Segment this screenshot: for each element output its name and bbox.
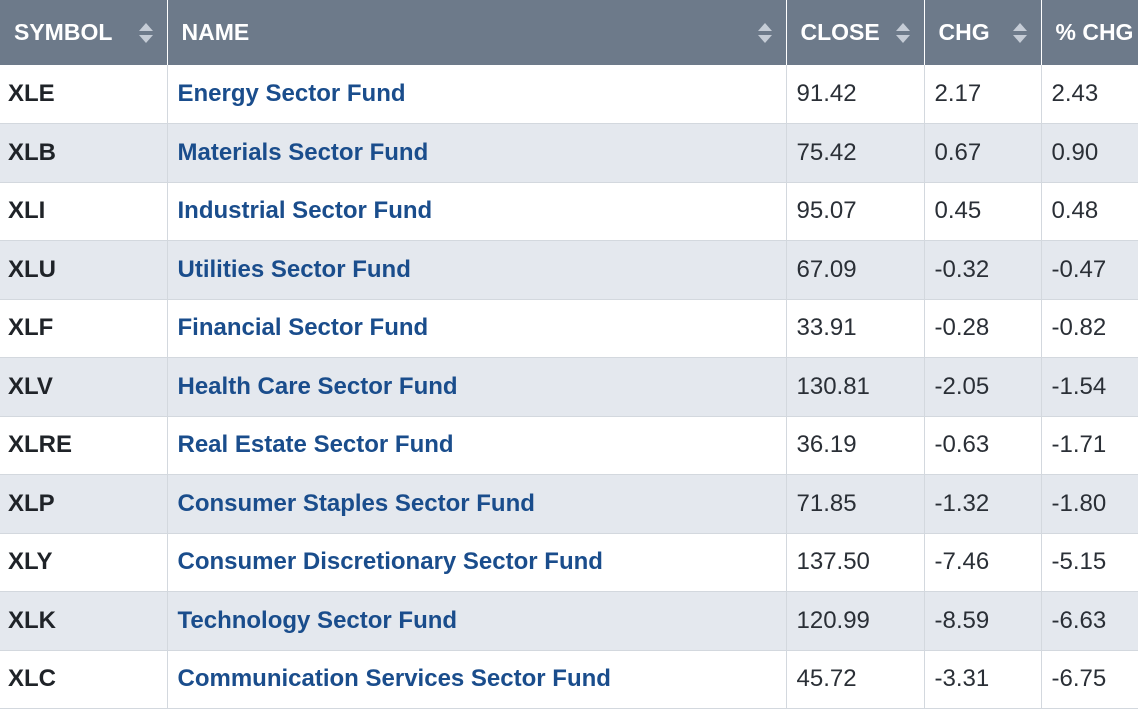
pct-chg-cell: -1.54: [1041, 357, 1138, 417]
table-header-row: SYMBOL NAME CLOSE CHG % CHG: [0, 0, 1138, 65]
chg-cell: 2.17: [924, 65, 1042, 124]
chg-cell: 0.67: [924, 123, 1042, 183]
fund-name-link[interactable]: Materials Sector Fund: [177, 138, 429, 166]
close-cell: 67.09: [786, 240, 925, 300]
symbol-cell: XLRE: [0, 416, 168, 475]
name-cell: Energy Sector Fund: [167, 65, 787, 124]
close-cell: 36.19: [786, 416, 925, 475]
table-row: XLB Materials Sector Fund 75.42 0.67 0.9…: [0, 123, 1138, 183]
sort-arrows-icon[interactable]: [757, 22, 772, 43]
sort-arrows-icon[interactable]: [895, 22, 910, 43]
table-row: XLE Energy Sector Fund 91.42 2.17 2.43: [0, 65, 1138, 124]
name-cell: Technology Sector Fund: [167, 591, 787, 651]
symbol-cell: XLE: [0, 65, 168, 124]
name-cell: Industrial Sector Fund: [167, 182, 787, 241]
name-cell: Communication Services Sector Fund: [167, 650, 787, 709]
fund-name-link[interactable]: Real Estate Sector Fund: [177, 431, 454, 459]
pct-chg-cell: -6.63: [1041, 591, 1138, 651]
fund-name-link[interactable]: Financial Sector Fund: [177, 314, 429, 342]
fund-name-link[interactable]: Energy Sector Fund: [177, 80, 406, 107]
pct-chg-cell: 0.48: [1041, 182, 1138, 241]
fund-name-link[interactable]: Communication Services Sector Fund: [177, 665, 611, 693]
table-body: XLE Energy Sector Fund 91.42 2.17 2.43 X…: [0, 65, 1138, 709]
close-cell: 33.91: [786, 299, 925, 358]
name-cell: Consumer Discretionary Sector Fund: [167, 533, 787, 592]
table-row: XLC Communication Services Sector Fund 4…: [0, 650, 1138, 709]
pct-chg-cell: -1.71: [1041, 416, 1138, 475]
header-chg[interactable]: CHG: [924, 0, 1042, 65]
header-close[interactable]: CLOSE: [786, 0, 925, 65]
pct-chg-cell: -6.75: [1041, 650, 1138, 709]
header-symbol[interactable]: SYMBOL: [0, 0, 168, 65]
symbol-cell: XLC: [0, 650, 168, 709]
close-cell: 91.42: [786, 65, 925, 124]
header-pct-chg[interactable]: % CHG: [1041, 0, 1138, 65]
chg-cell: -1.32: [924, 474, 1042, 534]
name-cell: Financial Sector Fund: [167, 299, 787, 358]
pct-chg-cell: 0.90: [1041, 123, 1138, 183]
pct-chg-cell: -5.15: [1041, 533, 1138, 592]
table-row: XLK Technology Sector Fund 120.99 -8.59 …: [0, 591, 1138, 651]
close-cell: 130.81: [786, 357, 925, 417]
table-row: XLI Industrial Sector Fund 95.07 0.45 0.…: [0, 182, 1138, 241]
pct-chg-cell: -1.80: [1041, 474, 1138, 534]
symbol-cell: XLI: [0, 182, 168, 241]
fund-name-link[interactable]: Health Care Sector Fund: [177, 372, 458, 400]
symbol-cell: XLU: [0, 240, 168, 300]
table-row: XLF Financial Sector Fund 33.91 -0.28 -0…: [0, 299, 1138, 358]
header-label: CLOSE: [800, 19, 880, 45]
chg-cell: -0.32: [924, 240, 1042, 300]
table-row: XLRE Real Estate Sector Fund 36.19 -0.63…: [0, 416, 1138, 475]
close-cell: 75.42: [786, 123, 925, 183]
name-cell: Consumer Staples Sector Fund: [167, 474, 787, 534]
chg-cell: -0.63: [924, 416, 1042, 475]
symbol-cell: XLV: [0, 357, 168, 417]
table-row: XLY Consumer Discretionary Sector Fund 1…: [0, 533, 1138, 592]
name-cell: Real Estate Sector Fund: [167, 416, 787, 475]
close-cell: 45.72: [786, 650, 925, 709]
chg-cell: -8.59: [924, 591, 1042, 651]
fund-name-link[interactable]: Consumer Discretionary Sector Fund: [177, 548, 603, 576]
symbol-cell: XLK: [0, 591, 168, 651]
name-cell: Health Care Sector Fund: [167, 357, 787, 417]
symbol-cell: XLY: [0, 533, 168, 592]
name-cell: Utilities Sector Fund: [167, 240, 787, 300]
close-cell: 120.99: [786, 591, 925, 651]
chg-cell: -0.28: [924, 299, 1042, 358]
pct-chg-cell: 2.43: [1041, 65, 1138, 124]
table-row: XLU Utilities Sector Fund 67.09 -0.32 -0…: [0, 240, 1138, 300]
chg-cell: -3.31: [924, 650, 1042, 709]
header-label: NAME: [181, 19, 250, 45]
fund-name-link[interactable]: Consumer Staples Sector Fund: [177, 489, 535, 517]
symbol-cell: XLP: [0, 474, 168, 534]
fund-name-link[interactable]: Industrial Sector Fund: [177, 197, 433, 225]
pct-chg-cell: -0.47: [1041, 240, 1138, 300]
fund-name-link[interactable]: Technology Sector Fund: [177, 606, 458, 634]
chg-cell: 0.45: [924, 182, 1042, 241]
fund-name-link[interactable]: Utilities Sector Fund: [177, 255, 411, 283]
symbol-cell: XLF: [0, 299, 168, 358]
chg-cell: -7.46: [924, 533, 1042, 592]
chg-cell: -2.05: [924, 357, 1042, 417]
table-row: XLP Consumer Staples Sector Fund 71.85 -…: [0, 474, 1138, 534]
sort-arrows-icon[interactable]: [1012, 22, 1027, 43]
symbol-cell: XLB: [0, 123, 168, 183]
header-label: CHG: [938, 19, 990, 45]
table-row: XLV Health Care Sector Fund 130.81 -2.05…: [0, 357, 1138, 417]
header-label: % CHG: [1055, 19, 1134, 45]
close-cell: 71.85: [786, 474, 925, 534]
header-name[interactable]: NAME: [167, 0, 787, 65]
close-cell: 95.07: [786, 182, 925, 241]
sort-arrows-icon[interactable]: [138, 22, 153, 43]
header-label: SYMBOL: [14, 19, 113, 45]
pct-chg-cell: -0.82: [1041, 299, 1138, 358]
close-cell: 137.50: [786, 533, 925, 592]
name-cell: Materials Sector Fund: [167, 123, 787, 183]
